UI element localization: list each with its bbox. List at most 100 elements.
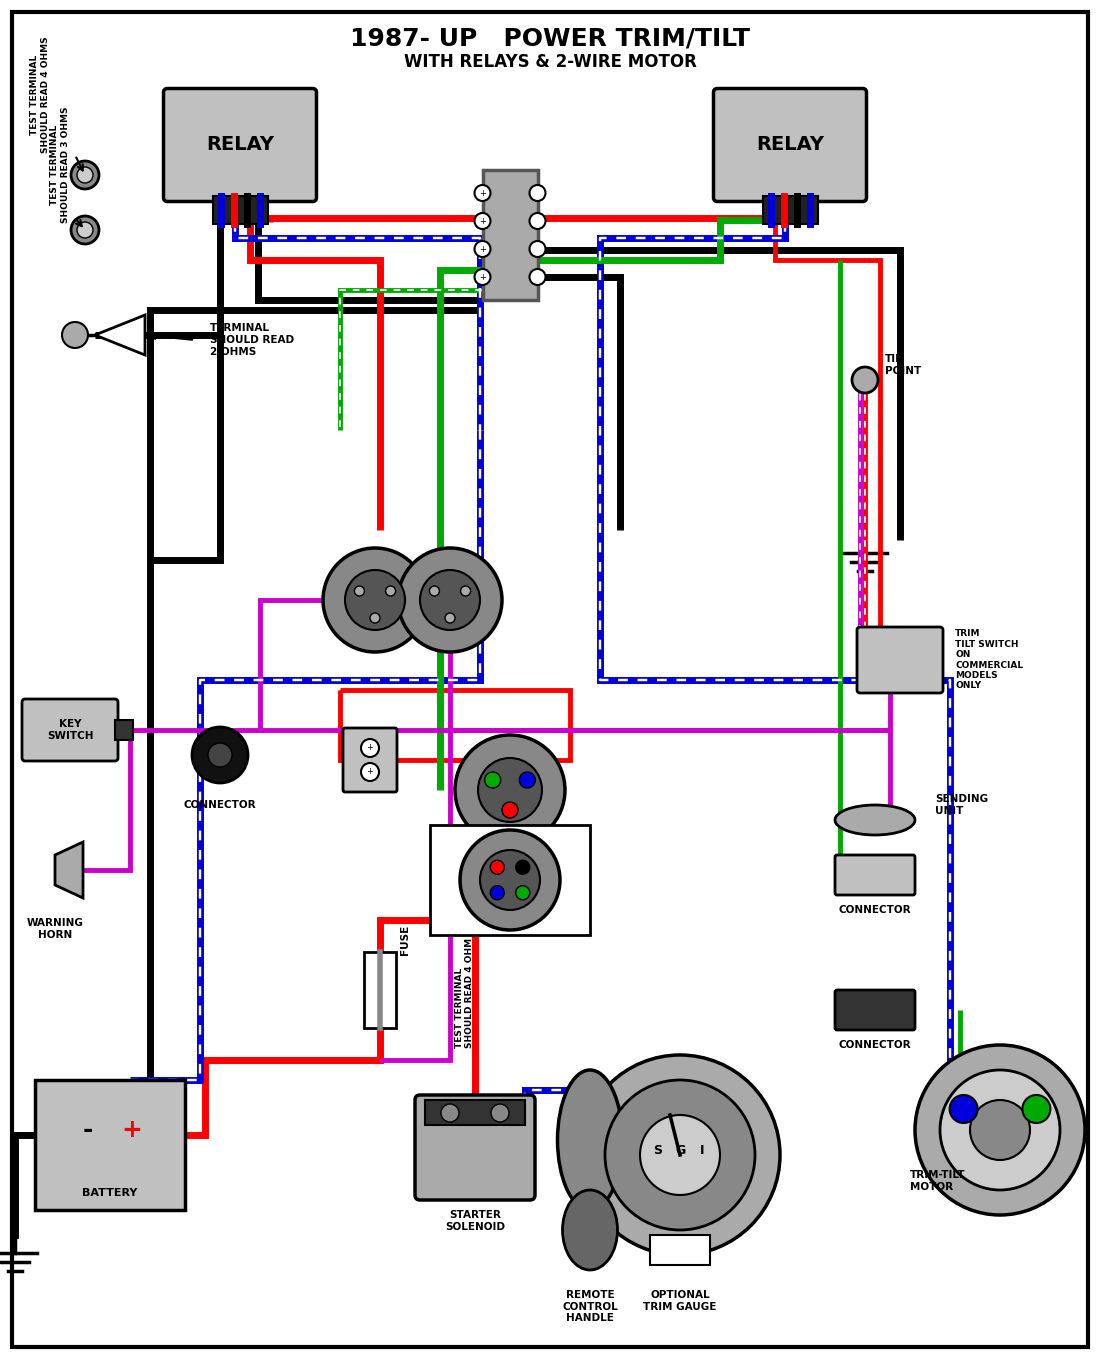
Circle shape (478, 758, 542, 822)
Circle shape (361, 739, 379, 757)
Circle shape (516, 886, 530, 900)
Bar (116, 720, 133, 741)
Circle shape (529, 185, 546, 201)
Text: FUSE: FUSE (400, 925, 410, 955)
Circle shape (474, 185, 491, 201)
Text: RELAY: RELAY (756, 136, 824, 155)
Ellipse shape (558, 1070, 623, 1210)
Text: TRIM
TILT SWITCH
ON
COMMERCIAL
MODELS
ONLY: TRIM TILT SWITCH ON COMMERCIAL MODELS ON… (955, 629, 1023, 690)
FancyBboxPatch shape (714, 88, 867, 201)
Text: CONNECTOR: CONNECTOR (184, 800, 256, 810)
Text: CONNECTOR: CONNECTOR (838, 905, 911, 915)
Text: 1987- UP   POWER TRIM/TILT: 1987- UP POWER TRIM/TILT (350, 26, 750, 50)
Circle shape (485, 772, 501, 788)
Text: OPTIONAL
TRIM GAUGE: OPTIONAL TRIM GAUGE (644, 1290, 717, 1311)
Circle shape (460, 830, 560, 930)
Text: +: + (366, 768, 373, 776)
Text: WARNING
HORN: WARNING HORN (26, 917, 84, 939)
Circle shape (72, 160, 99, 189)
Circle shape (361, 762, 379, 781)
Circle shape (192, 727, 248, 783)
Circle shape (420, 569, 480, 631)
Bar (364, 953, 396, 1027)
Bar (762, 196, 817, 223)
Text: TEST TERMINAL
SHOULD READ 4 OHM: TEST TERMINAL SHOULD READ 4 OHM (455, 938, 474, 1048)
Text: WITH RELAYS & 2-WIRE MOTOR: WITH RELAYS & 2-WIRE MOTOR (404, 53, 696, 71)
Circle shape (1022, 1095, 1050, 1123)
Circle shape (323, 548, 427, 652)
Text: REMOTE
CONTROL
HANDLE: REMOTE CONTROL HANDLE (562, 1290, 618, 1324)
Polygon shape (95, 315, 145, 355)
Text: STARTER
SOLENOID: STARTER SOLENOID (446, 1210, 505, 1231)
Circle shape (529, 269, 546, 285)
Circle shape (491, 1104, 509, 1123)
Circle shape (474, 269, 491, 285)
Text: +: + (366, 743, 373, 753)
Text: TEST TERMINAL
SHOULD READ 3 OHMS: TEST TERMINAL SHOULD READ 3 OHMS (51, 107, 69, 223)
Circle shape (441, 1104, 459, 1123)
Circle shape (580, 1055, 780, 1254)
Circle shape (77, 167, 94, 183)
Circle shape (455, 735, 565, 845)
Bar (650, 1235, 710, 1265)
Text: TIE
POINT: TIE POINT (886, 355, 922, 376)
Text: TERMINAL
SHOULD READ
2 OHMS: TERMINAL SHOULD READ 2 OHMS (210, 323, 294, 356)
Bar (430, 825, 590, 935)
Bar (425, 1099, 525, 1125)
Circle shape (72, 216, 99, 245)
Circle shape (529, 241, 546, 257)
FancyBboxPatch shape (415, 1095, 535, 1200)
Polygon shape (55, 843, 82, 898)
Text: -: - (82, 1118, 94, 1142)
Text: I: I (700, 1143, 704, 1157)
Circle shape (502, 802, 518, 818)
Text: +: + (480, 189, 486, 197)
Circle shape (915, 1045, 1085, 1215)
Circle shape (480, 849, 540, 911)
Circle shape (519, 772, 536, 788)
Circle shape (208, 743, 232, 766)
Circle shape (605, 1080, 755, 1230)
Circle shape (949, 1095, 978, 1123)
Circle shape (77, 222, 94, 238)
Text: G: G (675, 1143, 685, 1157)
Circle shape (345, 569, 405, 631)
FancyBboxPatch shape (835, 989, 915, 1030)
Circle shape (491, 886, 504, 900)
Circle shape (640, 1114, 720, 1195)
FancyBboxPatch shape (22, 699, 118, 761)
Circle shape (474, 241, 491, 257)
Text: +: + (480, 273, 486, 281)
Text: +: + (480, 216, 486, 226)
Text: +: + (122, 1118, 142, 1142)
Circle shape (461, 586, 471, 597)
FancyBboxPatch shape (164, 88, 317, 201)
Text: BATTERY: BATTERY (82, 1188, 138, 1199)
FancyBboxPatch shape (343, 728, 397, 792)
Text: S: S (653, 1143, 662, 1157)
Text: KEY
SWITCH: KEY SWITCH (46, 719, 94, 741)
Circle shape (529, 213, 546, 230)
Circle shape (386, 586, 396, 597)
Ellipse shape (835, 805, 915, 834)
Circle shape (491, 860, 504, 874)
Circle shape (446, 613, 455, 622)
Circle shape (970, 1099, 1030, 1161)
Circle shape (429, 586, 439, 597)
Circle shape (940, 1070, 1060, 1190)
Text: +: + (480, 245, 486, 254)
Circle shape (354, 586, 364, 597)
Bar (483, 170, 538, 300)
FancyBboxPatch shape (857, 626, 943, 693)
Circle shape (852, 367, 878, 393)
FancyBboxPatch shape (835, 855, 915, 896)
Circle shape (62, 322, 88, 348)
Circle shape (474, 213, 491, 230)
Text: CONNECTOR: CONNECTOR (838, 1040, 911, 1051)
Text: TEST TERMINAL
SHOULD READ 4 OHMS: TEST TERMINAL SHOULD READ 4 OHMS (31, 37, 50, 154)
Bar (212, 196, 267, 223)
Circle shape (398, 548, 502, 652)
Text: TRIM-TILT
MOTOR: TRIM-TILT MOTOR (910, 1170, 966, 1192)
Circle shape (370, 613, 379, 622)
Ellipse shape (562, 1190, 617, 1271)
